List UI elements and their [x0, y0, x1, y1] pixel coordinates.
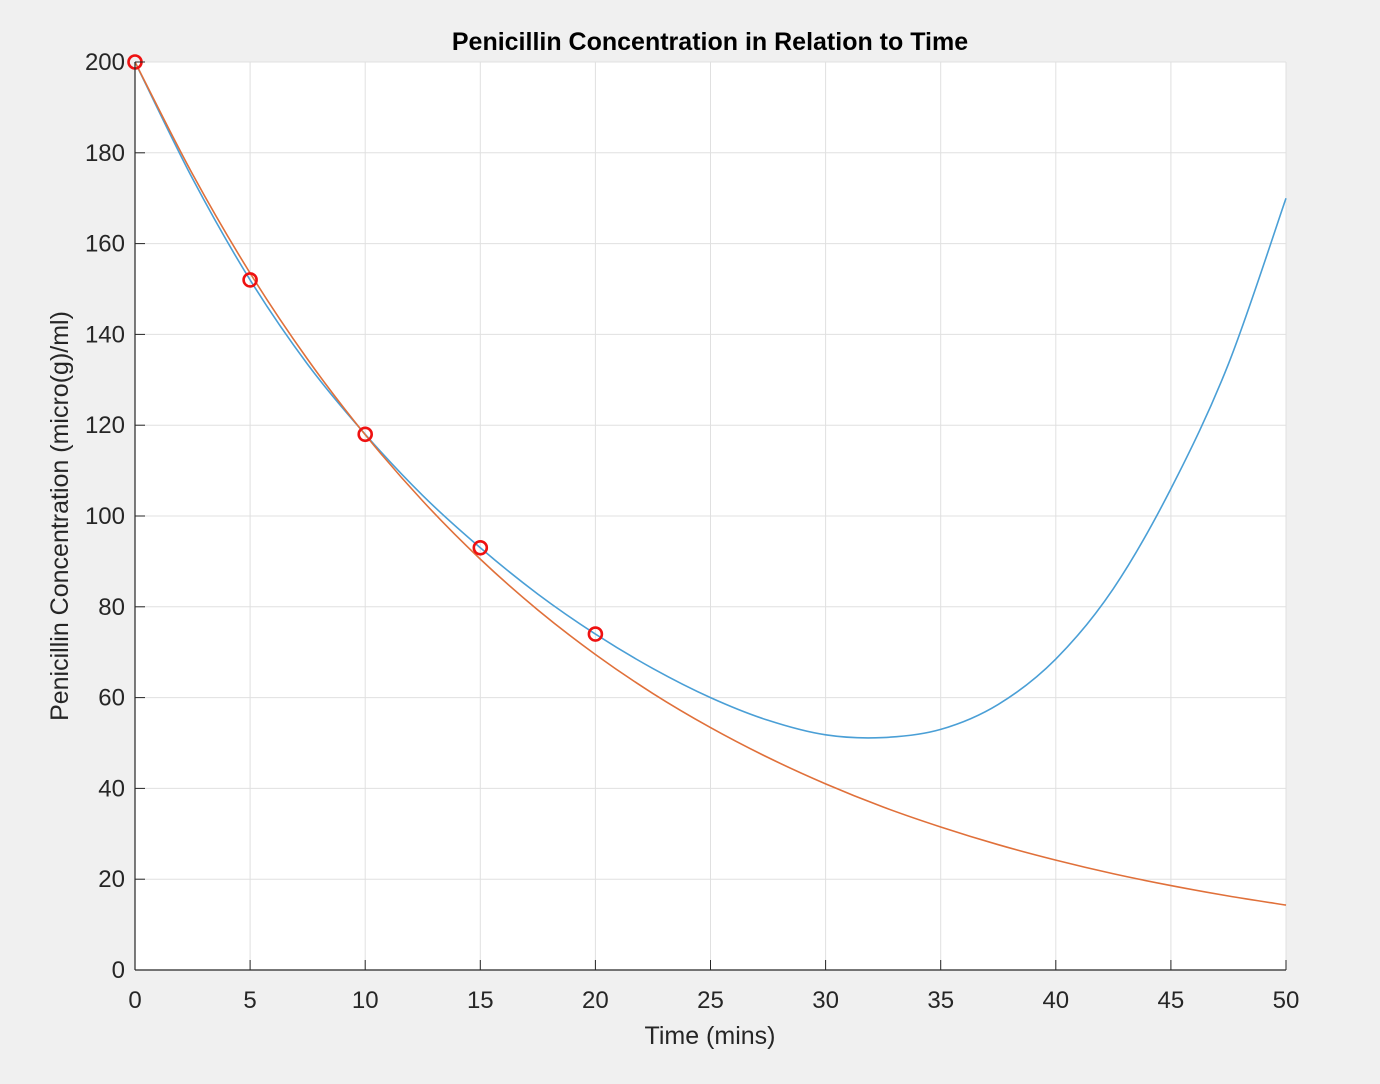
x-tick-label: 25	[697, 987, 724, 1014]
data-point-marker	[242, 272, 258, 288]
series-layer	[134, 61, 1287, 906]
y-tick-label: 40	[98, 775, 125, 802]
x-tick-label: 50	[1273, 987, 1300, 1014]
series-line-2	[134, 61, 1287, 906]
y-tick-label: 140	[85, 321, 125, 348]
y-tick-label: 200	[85, 49, 125, 76]
y-tick-label: 180	[85, 140, 125, 167]
x-tick-label: 40	[1042, 987, 1069, 1014]
series-line-1	[134, 61, 1287, 739]
y-axis-tick-labels: 0 20 40 60 80 100 120 140 160 180 200	[85, 49, 125, 984]
y-axis-label: Penicillin Concentration (micro(g)/ml)	[46, 311, 74, 721]
y-tick-label: 120	[85, 412, 125, 439]
y-tick-label: 160	[85, 231, 125, 258]
x-tick-label: 0	[128, 987, 141, 1014]
x-tick-label: 30	[812, 987, 839, 1014]
x-tick-label: 45	[1158, 987, 1185, 1014]
y-tick-label: 100	[85, 503, 125, 530]
x-tick-label: 10	[352, 987, 379, 1014]
x-tick-label: 35	[927, 987, 954, 1014]
data-point-marker	[472, 539, 489, 556]
x-axis-tick-labels: 0 5 10 15 20 25 30 35 40 45 50	[128, 987, 1299, 1014]
x-tick-label: 20	[582, 987, 609, 1014]
y-tick-label: 20	[98, 866, 125, 893]
data-point-marker	[357, 426, 374, 443]
chart-title: Penicillin Concentration in Relation to …	[452, 28, 968, 56]
axes	[134, 61, 1287, 971]
x-tick-label: 15	[467, 987, 494, 1014]
x-axis-label: Time (mins)	[644, 1022, 775, 1050]
y-tick-label: 60	[98, 685, 125, 712]
y-tick-label: 0	[112, 957, 125, 984]
x-tick-label: 5	[243, 987, 256, 1014]
y-tick-label: 80	[98, 594, 125, 621]
data-point-marker	[587, 626, 604, 642]
